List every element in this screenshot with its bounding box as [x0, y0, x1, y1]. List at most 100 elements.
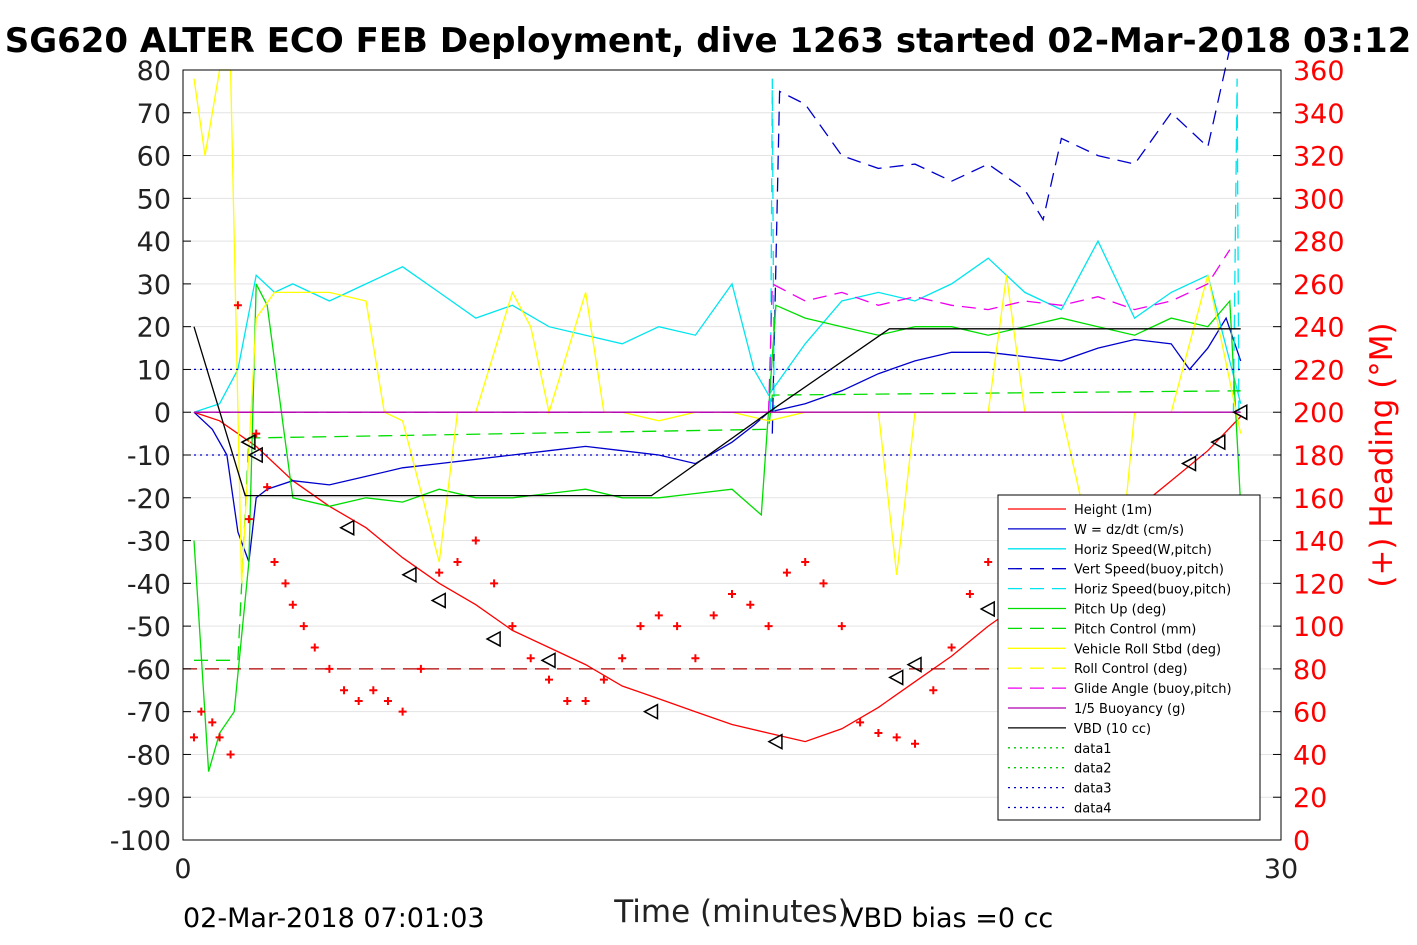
right-tick-label: 160 [1293, 484, 1345, 515]
heading-point [369, 686, 378, 695]
right-tick-label: 340 [1293, 99, 1345, 130]
series-line-11 [193, 326, 1241, 497]
heading-point [354, 696, 363, 705]
heading-point [233, 301, 242, 310]
heading-point [208, 718, 217, 727]
heading-point [490, 579, 499, 588]
heading-point [435, 568, 444, 577]
heading-point [310, 643, 319, 652]
heading-point [416, 664, 425, 673]
y-tick-label: -10 [127, 441, 171, 472]
depth-marker [430, 592, 446, 609]
heading-point [453, 557, 462, 566]
right-tick-label: 0 [1293, 826, 1310, 857]
heading-point [728, 590, 736, 599]
chart-title: SG620 ALTER ECO FEB Deployment, dive 126… [5, 21, 1412, 61]
y-tick-label: 70 [137, 99, 171, 130]
heading-point [892, 733, 901, 742]
y-tick-label: -90 [127, 783, 171, 814]
y-tick-label: -60 [127, 655, 171, 686]
heading-point [215, 733, 224, 742]
legend-label: Vert Speed(buoy,pitch) [1074, 563, 1224, 578]
y-tick-label: 20 [137, 313, 171, 344]
depth-marker [888, 669, 904, 686]
y-tick-label: -30 [127, 527, 171, 558]
depth-marker [339, 519, 355, 536]
depth-marker [1232, 403, 1248, 421]
right-tick-label: 120 [1293, 569, 1345, 600]
heading-point [636, 622, 645, 631]
y-tick-label: 80 [137, 56, 171, 87]
legend-label: Pitch Up (deg) [1074, 603, 1166, 618]
right-tick-label: 280 [1293, 227, 1345, 258]
heading-point [856, 718, 865, 727]
heading-point [709, 611, 718, 620]
y-tick-label: -40 [127, 569, 171, 600]
heading-point [226, 750, 235, 759]
y-tick-label: 30 [137, 270, 171, 301]
heading-point [299, 622, 308, 631]
legend-label: W = dz/dt (cm/s) [1074, 523, 1184, 538]
depth-marker [240, 433, 256, 451]
heading-point [673, 622, 682, 631]
x-axis-label: Time (minutes) [613, 894, 849, 930]
right-tick-label: 360 [1293, 56, 1345, 87]
y-tick-label: -80 [127, 740, 171, 771]
y-tick-label: -70 [127, 698, 171, 729]
depth-marker [979, 600, 995, 618]
heading-point [325, 664, 334, 673]
right-tick-label: 240 [1293, 313, 1345, 344]
heading-point [947, 643, 956, 652]
right-tick-label: 40 [1293, 740, 1327, 771]
right-tick-label: 300 [1293, 184, 1345, 215]
right-tick-label: 140 [1293, 527, 1345, 558]
right-tick-label: 20 [1293, 783, 1327, 814]
x-tick-label: 30 [1264, 854, 1298, 885]
legend-label: data4 [1074, 802, 1112, 817]
heading-point [270, 557, 279, 566]
depth-marker [906, 656, 922, 673]
y-tick-label: 0 [154, 398, 171, 429]
legend-label: Roll Control (deg) [1074, 662, 1188, 677]
depth-marker [401, 566, 417, 584]
x-axis-ticks: 0 30 [174, 832, 1298, 885]
right-tick-label: 260 [1293, 270, 1345, 301]
heading-point [288, 600, 297, 609]
legend-label: VBD (10 cc) [1074, 722, 1151, 737]
series-line-5 [193, 283, 1242, 772]
right-tick-label: 60 [1293, 698, 1327, 729]
heading-point [764, 622, 773, 631]
right-tick-label: 200 [1293, 398, 1345, 429]
legend-label: data3 [1074, 782, 1112, 797]
heading-point [965, 590, 974, 599]
depth-marker [642, 703, 659, 720]
heading-point [263, 483, 272, 492]
footer-vbd-bias: VBD bias =0 cc [845, 903, 1053, 934]
series-line-6 [194, 390, 1241, 661]
heading-point [984, 557, 993, 566]
x-tick-label: 0 [174, 854, 191, 885]
heading-point [471, 536, 480, 545]
right-tick-label: 320 [1293, 142, 1345, 173]
depth-marker [1210, 433, 1226, 451]
legend-label: Height (1m) [1074, 503, 1152, 518]
heading-point [340, 686, 349, 695]
footer-timestamp: 02-Mar-2018 07:01:03 [183, 903, 485, 934]
heading-point [244, 515, 253, 524]
right-tick-label: 80 [1293, 655, 1327, 686]
legend: Height (1m) W = dz/dt (cm/s) Horiz Speed(W… [997, 494, 1261, 821]
heading-point [563, 696, 572, 705]
legend-label: data2 [1074, 762, 1112, 777]
right-tick-label: 180 [1293, 441, 1345, 472]
legend-label: data1 [1074, 742, 1112, 757]
heading-point [189, 733, 198, 742]
depth-marker [485, 630, 501, 648]
legend-label: Horiz Speed(W,pitch) [1074, 543, 1212, 558]
heading-point [599, 675, 608, 684]
legend-label: 1/5 Buoyancy (g) [1074, 702, 1185, 717]
y-tick-label: -100 [110, 826, 171, 857]
y-tick-label: 50 [137, 184, 171, 215]
heading-point [929, 686, 938, 695]
y-tick-label: -50 [127, 612, 171, 643]
